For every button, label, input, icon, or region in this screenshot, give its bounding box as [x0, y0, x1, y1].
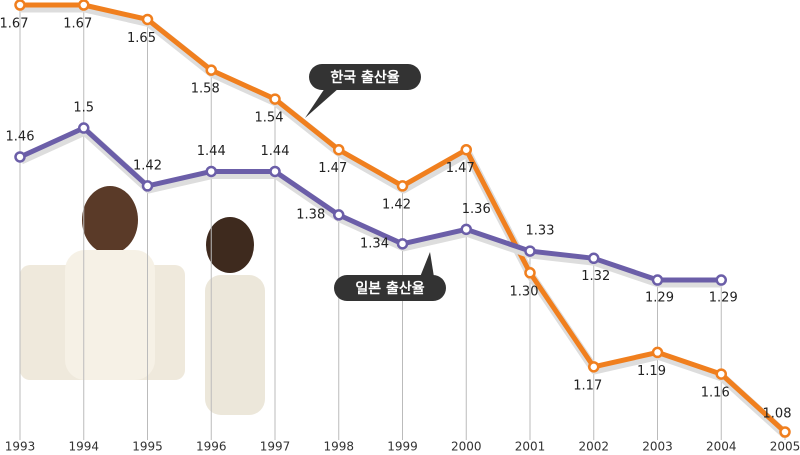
- x-tick-label: 2003: [642, 440, 673, 454]
- data-point: [524, 245, 536, 257]
- data-point: [205, 64, 217, 76]
- series-line: [18, 125, 722, 283]
- x-tick-label: 1997: [260, 440, 291, 454]
- data-point: [588, 252, 600, 265]
- data-point: [269, 93, 281, 105]
- value-label: 1.58: [191, 82, 220, 97]
- x-tick-label: 2002: [578, 440, 609, 454]
- data-point: [78, 122, 90, 134]
- value-label: 1.5: [73, 101, 94, 116]
- x-tick-label: 1996: [196, 440, 227, 454]
- value-label: 1.29: [645, 291, 674, 306]
- person-head: [82, 186, 138, 254]
- x-tick-label: 2000: [451, 440, 482, 454]
- value-label: 1.34: [360, 236, 389, 251]
- data-point: [141, 180, 154, 192]
- value-label: 1.30: [510, 284, 539, 299]
- x-tick-label: 1994: [68, 440, 99, 454]
- data-point: [333, 209, 345, 221]
- data-point: [205, 165, 217, 178]
- value-label: 1.16: [701, 386, 730, 401]
- data-point: [396, 238, 409, 250]
- x-tick-label: 1999: [387, 440, 418, 454]
- photo-placeholder: [20, 186, 265, 415]
- data-point: [333, 143, 345, 156]
- data-point: [14, 151, 26, 163]
- legend-label: 한국 출산율: [330, 69, 399, 86]
- data-point: [715, 274, 727, 286]
- data-point: [396, 180, 409, 192]
- x-tick-label: 1995: [132, 440, 163, 454]
- x-tick-label: 2001: [515, 440, 546, 454]
- value-label: 1.44: [261, 144, 290, 159]
- value-label: 1.67: [63, 17, 92, 32]
- value-label: 1.19: [637, 364, 666, 379]
- legend-bubble: [334, 275, 446, 301]
- bubble-pointer: [420, 252, 434, 277]
- bubble-pointer: [305, 88, 339, 118]
- value-label: 1.42: [382, 197, 411, 212]
- x-tick-label: 2004: [706, 440, 737, 454]
- legend-bubble: [309, 64, 421, 90]
- value-label: 1.17: [573, 378, 602, 393]
- value-label: 1.38: [296, 207, 325, 222]
- value-label: 1.32: [581, 269, 610, 284]
- data-point: [269, 165, 281, 178]
- x-tick-label: 2005: [770, 440, 800, 454]
- value-label: 1.46: [6, 129, 35, 144]
- data-point: [524, 267, 536, 279]
- child-head: [206, 217, 254, 273]
- child-body: [205, 275, 265, 415]
- value-label: 1.08: [763, 407, 792, 422]
- data-point: [651, 274, 664, 286]
- data-point: [14, 0, 26, 11]
- value-label: 1.33: [526, 224, 555, 239]
- data-point: [460, 223, 472, 236]
- data-point: [141, 13, 154, 26]
- value-label: 1.44: [197, 144, 226, 159]
- value-label: 1.54: [255, 111, 284, 126]
- x-tick-label: 1993: [5, 440, 36, 454]
- data-point: [78, 0, 90, 11]
- data-point: [460, 143, 472, 156]
- x-tick-label: 1998: [323, 440, 354, 454]
- data-point: [779, 426, 791, 438]
- value-label: 1.67: [0, 17, 28, 32]
- data-point: [715, 368, 727, 380]
- legend-label: 일본 출산율: [355, 280, 424, 297]
- value-label: 1.36: [462, 202, 491, 217]
- value-label: 1.42: [133, 158, 162, 173]
- value-label: 1.29: [709, 291, 738, 306]
- data-point: [651, 346, 664, 359]
- value-label: 1.47: [318, 161, 347, 176]
- data-point: [588, 361, 600, 373]
- person-body: [65, 250, 155, 380]
- value-label: 1.65: [127, 31, 156, 46]
- value-label: 1.47: [446, 161, 475, 176]
